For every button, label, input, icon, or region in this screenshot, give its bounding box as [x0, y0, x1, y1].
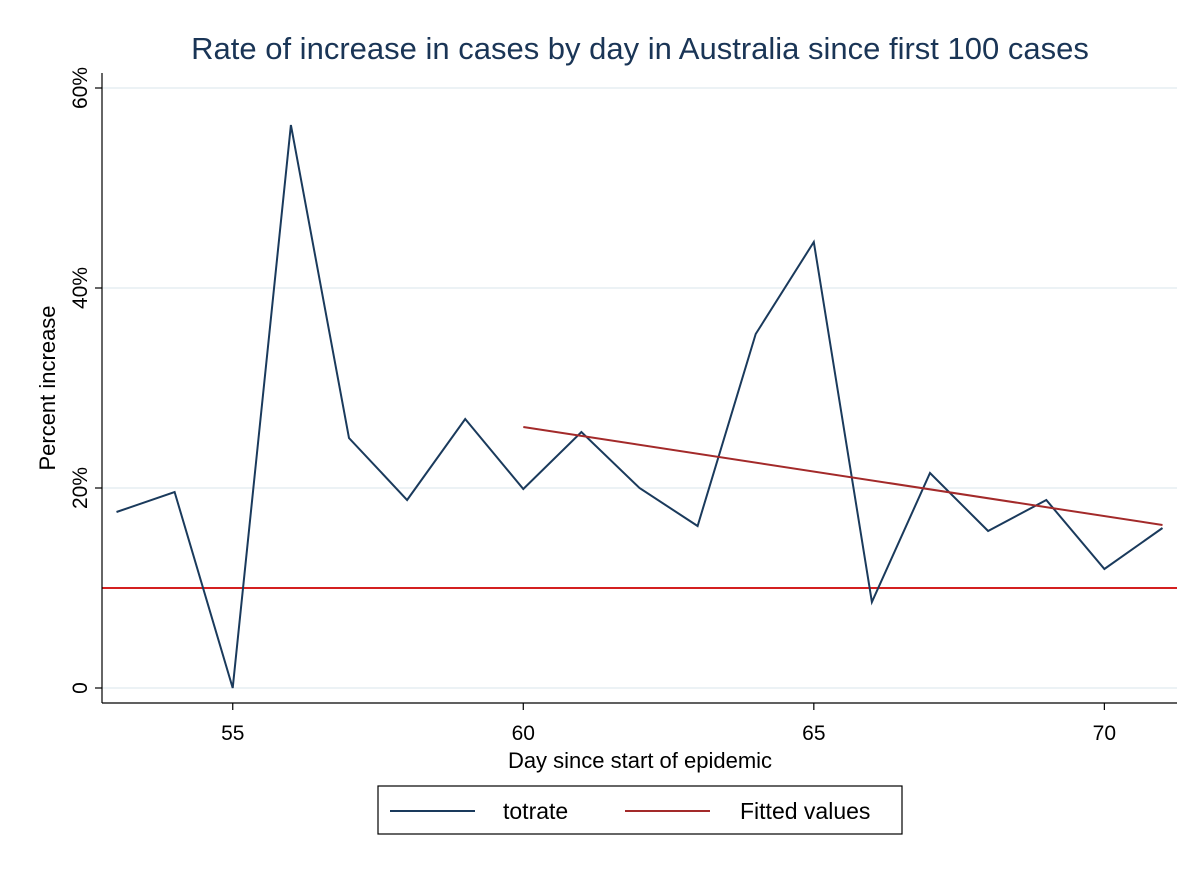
legend-label-totrate: totrate: [503, 798, 568, 824]
chart-title: Rate of increase in cases by day in Aust…: [191, 31, 1089, 66]
legend-label-fitted-values: Fitted values: [740, 798, 870, 824]
series-line-totrate: [116, 124, 1164, 689]
x-ticks: 55 60 65 70: [221, 703, 1116, 745]
y-axis-label: Percent increase: [35, 305, 60, 470]
y-tick-label-3: 60%: [69, 67, 92, 109]
plot-area: [102, 87, 1177, 689]
x-axis-label: Day since start of epidemic: [508, 748, 772, 773]
series-line-fitted-values: [523, 426, 1163, 526]
y-tick-label-0: 0: [69, 682, 92, 694]
y-ticks: 0 20% 40% 60%: [69, 67, 102, 694]
x-tick-label-1: 60: [512, 722, 535, 745]
x-tick-label-2: 65: [802, 722, 825, 745]
series-lines: [116, 124, 1164, 689]
y-tick-label-1: 20%: [69, 467, 92, 509]
legend: totrate Fitted values: [377, 785, 903, 835]
x-tick-label-3: 70: [1093, 722, 1116, 745]
x-tick-label-0: 55: [221, 722, 244, 745]
y-tick-label-2: 40%: [69, 267, 92, 309]
